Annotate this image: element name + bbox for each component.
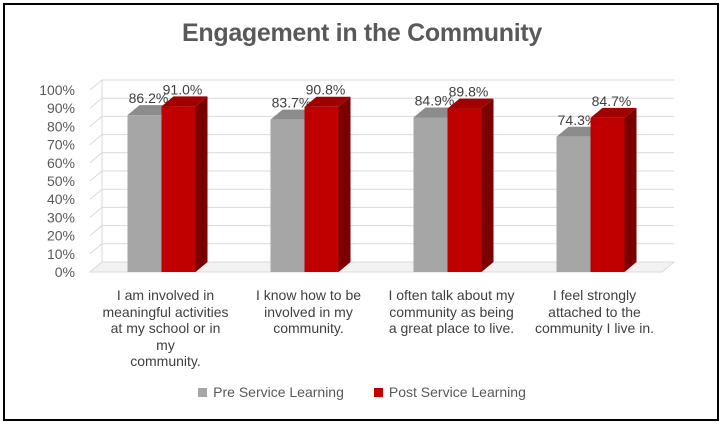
y-tick-label: 0%: [55, 264, 75, 280]
category-label-line: at my school or in my: [110, 320, 221, 353]
legend-item-pre: Pre Service Learning: [198, 384, 344, 400]
bar-side: [481, 98, 494, 273]
y-tick-label: 50%: [47, 173, 75, 189]
y-tick-label: 30%: [47, 209, 75, 225]
y-tick-label: 90%: [47, 100, 75, 116]
y-tick-label: 60%: [47, 155, 75, 171]
bar-top: [447, 98, 494, 109]
category-label-line: attached to the: [548, 303, 641, 320]
legend-swatch-post: [373, 387, 383, 397]
data-label: 89.8%: [449, 84, 489, 100]
category-label-line: community.: [130, 353, 201, 369]
category-label-line: I feel strongly: [552, 287, 637, 303]
bar: [447, 108, 482, 273]
category-label-line: meaningful activities: [102, 303, 229, 320]
gridline-depth: [89, 152, 103, 164]
category-label-line: I know how to be: [255, 287, 362, 303]
legend-label-post: Post Service Learning: [388, 384, 526, 400]
category-label-line: community.: [273, 320, 344, 336]
data-label: 91.0%: [163, 81, 203, 97]
legend-swatch-pre: [198, 387, 208, 397]
gridline-depth: [89, 134, 103, 145]
category-label: I feel strongly attached to the community …: [530, 287, 660, 337]
y-tick-label: 10%: [47, 246, 75, 262]
category-label-line: community I live in.: [534, 320, 655, 336]
gridline-depth: [89, 225, 103, 236]
bar-top: [161, 96, 208, 107]
bar: [127, 115, 162, 272]
category-label-line: community as being: [389, 303, 514, 320]
legend-label-pre: Pre Service Learning: [213, 384, 344, 400]
gridline-depth: [89, 188, 103, 200]
category-label-line: I am involved in: [116, 287, 215, 303]
legend: Pre Service Learning Post Service Learni…: [0, 384, 724, 400]
gridline-depth: [89, 116, 103, 127]
gridline-depth: [89, 170, 103, 182]
bar: [270, 119, 305, 272]
data-label: 74.3%: [558, 112, 598, 128]
y-tick-label: 20%: [47, 228, 75, 244]
y-tick-label: 100%: [39, 82, 75, 98]
gridline-depth: [89, 79, 103, 91]
bar-side: [338, 96, 351, 272]
category-label: I know how to be involved in my community.: [244, 287, 374, 337]
gridline-depth: [89, 243, 103, 255]
bar-side: [195, 96, 208, 272]
data-label: 84.9%: [415, 92, 455, 108]
legend-item-post: Post Service Learning: [373, 384, 526, 400]
y-tick-label: 40%: [47, 191, 75, 207]
category-label: I am involved in meaningful activities at …: [101, 287, 231, 370]
gridline-depth: [89, 97, 103, 109]
data-label: 86.2%: [129, 90, 169, 106]
data-label: 83.7%: [272, 95, 312, 111]
category-label-line: a great place to live.: [388, 320, 515, 336]
category-label: I often talk about my community as being a…: [387, 287, 517, 337]
bar-top: [304, 96, 351, 107]
bar: [304, 106, 339, 272]
bar: [161, 106, 196, 272]
category-label-line: involved in my: [264, 303, 353, 320]
bar: [556, 136, 591, 272]
y-tick-label: 80%: [47, 118, 75, 134]
data-label: 84.7%: [592, 93, 632, 109]
bar-side: [624, 107, 637, 272]
bar-top: [590, 107, 637, 118]
category-label-line: I often talk about my: [388, 287, 515, 303]
bar: [590, 117, 625, 272]
data-label: 90.8%: [306, 82, 346, 98]
chart-title: Engagement in the Community: [182, 19, 542, 47]
y-tick-label: 70%: [47, 137, 75, 153]
gridline-depth: [89, 207, 103, 218]
bar: [413, 117, 448, 273]
